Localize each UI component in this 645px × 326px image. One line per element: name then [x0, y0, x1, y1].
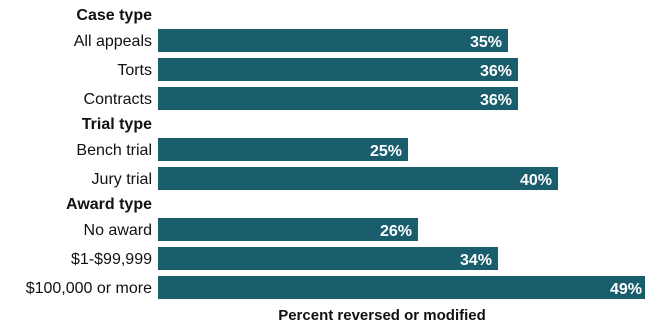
value-label: 49% [610, 281, 642, 298]
bar [158, 58, 518, 81]
bar [158, 218, 418, 241]
value-label: 40% [520, 172, 552, 189]
bar [158, 29, 508, 52]
category-label: Jury trial [92, 171, 152, 188]
value-label: 26% [380, 223, 412, 240]
group-label: Case type [76, 7, 152, 24]
value-label: 25% [370, 143, 402, 160]
bar [158, 167, 558, 190]
value-label: 34% [460, 252, 492, 269]
bar [158, 247, 498, 270]
group-label: Trial type [82, 116, 152, 133]
category-label: All appeals [74, 33, 152, 50]
value-label: 36% [480, 63, 512, 80]
category-label: $100,000 or more [26, 280, 152, 297]
category-label: $1-$99,999 [71, 251, 152, 268]
category-label: Bench trial [76, 142, 152, 159]
category-label: Contracts [84, 91, 152, 108]
x-axis-label: Percent reversed or modified [278, 307, 486, 324]
bar [158, 276, 645, 299]
value-label: 36% [480, 92, 512, 109]
bar [158, 138, 408, 161]
category-label: Torts [117, 62, 152, 79]
group-label: Award type [66, 196, 152, 213]
category-label: No award [84, 222, 152, 239]
value-label: 35% [470, 34, 502, 51]
bar [158, 87, 518, 110]
